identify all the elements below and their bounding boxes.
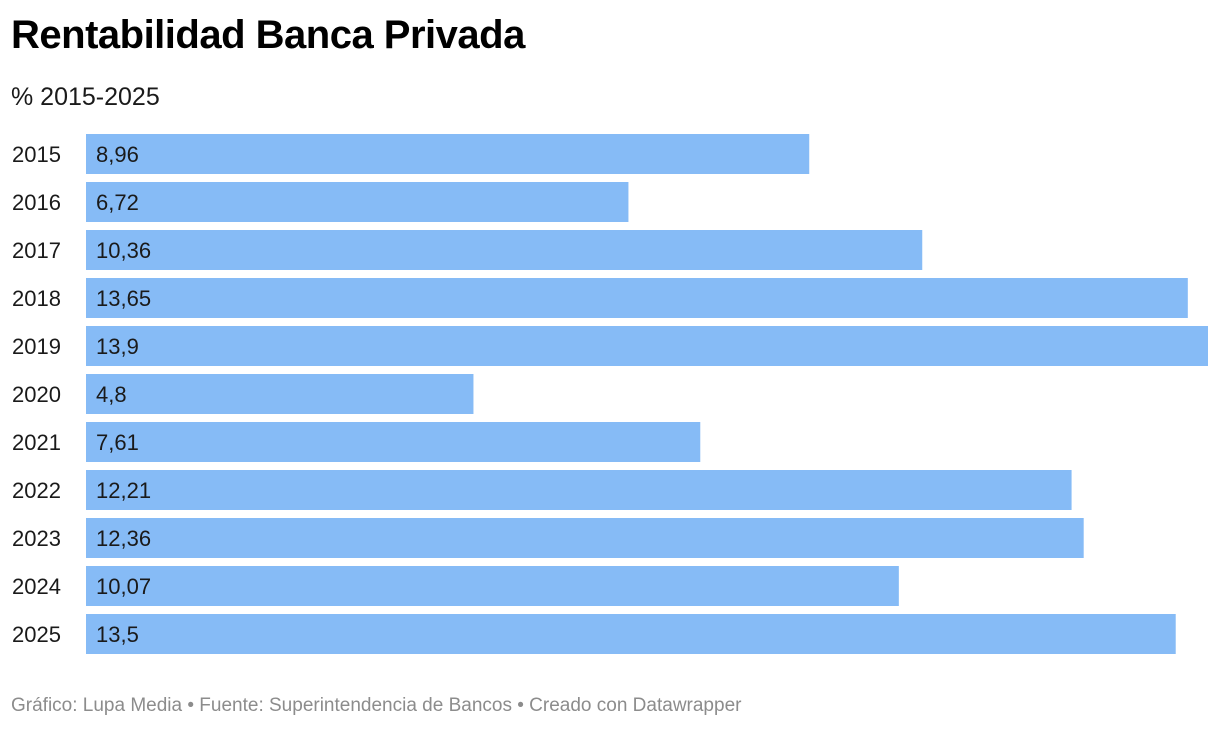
bar-row-2016: 2016 6,72 bbox=[12, 182, 629, 222]
value-label: 13,9 bbox=[96, 334, 139, 359]
category-label: 2024 bbox=[12, 574, 61, 599]
bar bbox=[86, 422, 701, 462]
category-label: 2016 bbox=[12, 190, 61, 215]
category-label: 2015 bbox=[12, 142, 61, 167]
category-label: 2017 bbox=[12, 238, 61, 263]
value-label: 7,61 bbox=[96, 430, 139, 455]
bar-row-2017: 2017 10,36 bbox=[12, 230, 923, 270]
bar bbox=[86, 230, 923, 270]
bar bbox=[86, 518, 1084, 558]
category-label: 2020 bbox=[12, 382, 61, 407]
value-label: 6,72 bbox=[96, 190, 139, 215]
category-label: 2021 bbox=[12, 430, 61, 455]
category-label: 2019 bbox=[12, 334, 61, 359]
bar-row-2015: 2015 8,96 bbox=[12, 134, 810, 174]
category-label: 2018 bbox=[12, 286, 61, 311]
bar bbox=[86, 470, 1072, 510]
value-label: 12,36 bbox=[96, 526, 151, 551]
bar-row-2022: 2022 12,21 bbox=[12, 470, 1072, 510]
value-label: 10,07 bbox=[96, 574, 151, 599]
bar-row-2020: 2020 4,8 bbox=[12, 374, 474, 414]
bar bbox=[86, 134, 810, 174]
bar bbox=[86, 374, 474, 414]
bar-row-2021: 2021 7,61 bbox=[12, 422, 701, 462]
bar-row-2025: 2025 13,5 bbox=[12, 614, 1176, 654]
value-label: 13,65 bbox=[96, 286, 151, 311]
value-label: 8,96 bbox=[96, 142, 139, 167]
value-label: 13,5 bbox=[96, 622, 139, 647]
chart-subtitle: % 2015-2025 bbox=[11, 83, 160, 111]
category-label: 2025 bbox=[12, 622, 61, 647]
bar-row-2018: 2018 13,65 bbox=[12, 278, 1188, 318]
chart-title: Rentabilidad Banca Privada bbox=[11, 13, 525, 57]
bar bbox=[86, 326, 1208, 366]
category-label: 2023 bbox=[12, 526, 61, 551]
bar-row-2019: 2019 13,9 bbox=[12, 326, 1208, 366]
category-label: 2022 bbox=[12, 478, 61, 503]
bar bbox=[86, 614, 1176, 654]
bar bbox=[86, 566, 899, 606]
bar-row-2024: 2024 10,07 bbox=[12, 566, 899, 606]
bar bbox=[86, 182, 629, 222]
value-label: 4,8 bbox=[96, 382, 127, 407]
chart-footer: Gráfico: Lupa Media • Fuente: Superinten… bbox=[11, 695, 742, 716]
bar bbox=[86, 278, 1188, 318]
bar-row-2023: 2023 12,36 bbox=[12, 518, 1084, 558]
value-label: 12,21 bbox=[96, 478, 151, 503]
value-label: 10,36 bbox=[96, 238, 151, 263]
